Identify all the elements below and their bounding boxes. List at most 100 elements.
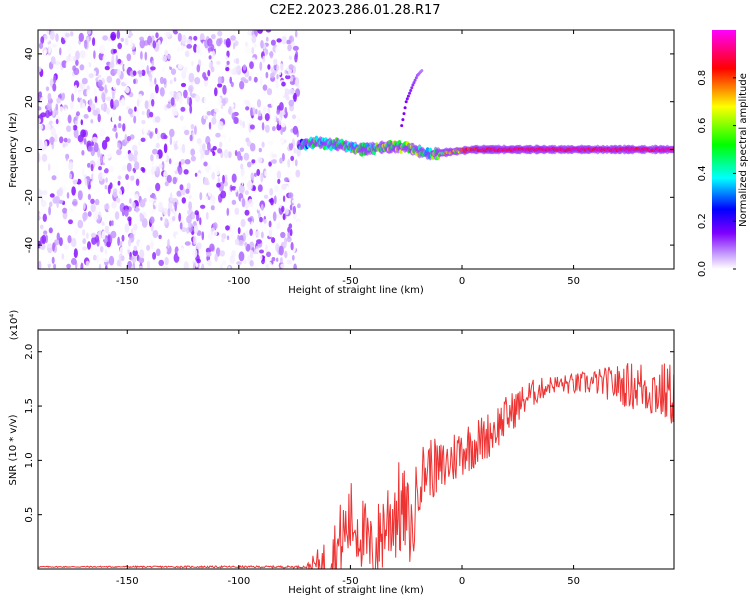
noise-blob (210, 49, 216, 60)
noise-blob (217, 76, 223, 84)
noise-blob (200, 204, 206, 209)
noise-blob (82, 246, 88, 251)
noise-blob (269, 50, 274, 59)
noise-blob (134, 161, 140, 171)
noise-blob (225, 67, 230, 72)
noise-blob (124, 208, 129, 217)
noise-blob (120, 37, 125, 42)
noise-blob (43, 140, 48, 150)
noise-blob (136, 215, 141, 225)
noise-blob (179, 115, 184, 121)
noise-blob (75, 209, 80, 217)
noise-blob (264, 113, 270, 122)
noise-blob (146, 244, 151, 251)
noise-blob (190, 155, 196, 162)
noise-blob (265, 244, 268, 253)
noise-blob (247, 217, 253, 222)
noise-blob (146, 65, 149, 75)
noise-blob (50, 127, 56, 137)
noise-blob (252, 185, 256, 191)
noise-blob (282, 195, 286, 202)
noise-blob (123, 64, 128, 71)
noise-blob (92, 37, 96, 46)
noise-blob (253, 76, 258, 83)
noise-blob (163, 152, 167, 162)
noise-blob (126, 135, 132, 142)
noise-blob (86, 232, 89, 239)
noise-blob (206, 111, 212, 116)
noise-blob (38, 42, 44, 49)
noise-blob (201, 263, 205, 269)
noise-blob (42, 213, 47, 222)
noise-blob (204, 105, 210, 112)
noise-blob (173, 143, 178, 151)
noise-blob (148, 197, 154, 203)
noise-blob (288, 223, 293, 229)
noise-blob (278, 116, 282, 126)
snr-frame (37, 329, 675, 570)
noise-blob (163, 170, 168, 177)
x-tick-label: 0 (459, 276, 465, 287)
noise-blob (190, 148, 196, 156)
noise-blob (87, 30, 91, 35)
noise-blob (254, 43, 257, 48)
noise-blob (39, 212, 43, 218)
noise-blob (281, 122, 286, 128)
noise-blob (261, 122, 265, 131)
noise-blob (151, 165, 155, 176)
noise-blob (66, 44, 73, 53)
noise-blob (150, 154, 154, 162)
noise-blob (46, 57, 51, 64)
noise-blob (279, 257, 283, 264)
noise-blob (209, 169, 213, 175)
noise-blob (110, 98, 114, 109)
noise-blob (74, 228, 78, 236)
noise-blob (216, 182, 221, 188)
noise-blob (281, 81, 286, 87)
noise-blob (137, 70, 143, 75)
noise-blob (270, 197, 274, 206)
noise-blob (276, 222, 281, 230)
noise-blob (202, 143, 206, 152)
noise-blob (214, 240, 219, 248)
noise-blob (113, 99, 120, 108)
noise-blob (72, 198, 78, 207)
noise-blob (203, 149, 210, 156)
noise-blob (212, 230, 218, 237)
branch-point (412, 81, 416, 85)
noise-blob (242, 64, 247, 71)
noise-blob (244, 241, 248, 247)
noise-blob (199, 192, 203, 201)
noise-blob (106, 107, 110, 115)
noise-blob (163, 78, 167, 85)
noise-blob (117, 68, 121, 77)
noise-blob (167, 208, 171, 217)
noise-blob (217, 177, 220, 185)
noise-blob (166, 174, 172, 184)
noise-blob (102, 35, 108, 41)
noise-blob (220, 190, 227, 199)
noise-blob (257, 184, 263, 192)
noise-blob (96, 254, 99, 264)
noise-blob (83, 137, 87, 145)
noise-blob (274, 185, 279, 192)
noise-blob (39, 185, 46, 191)
noise-blob (240, 219, 246, 228)
noise-blob (106, 75, 113, 84)
noise-blob (55, 103, 59, 111)
noise-blob (117, 58, 122, 65)
noise-blob (65, 32, 70, 38)
noise-blob (204, 198, 208, 208)
noise-blob (81, 150, 85, 156)
noise-blob (57, 177, 63, 187)
noise-blob (117, 122, 122, 129)
noise-blob (117, 180, 121, 186)
noise-blob (230, 230, 234, 239)
noise-blob (266, 186, 269, 197)
noise-blob (154, 116, 161, 123)
noise-blob (108, 165, 114, 173)
noise-blob (284, 177, 289, 183)
noise-blob (228, 136, 232, 144)
noise-blob (283, 131, 287, 140)
noise-blob (73, 67, 80, 76)
